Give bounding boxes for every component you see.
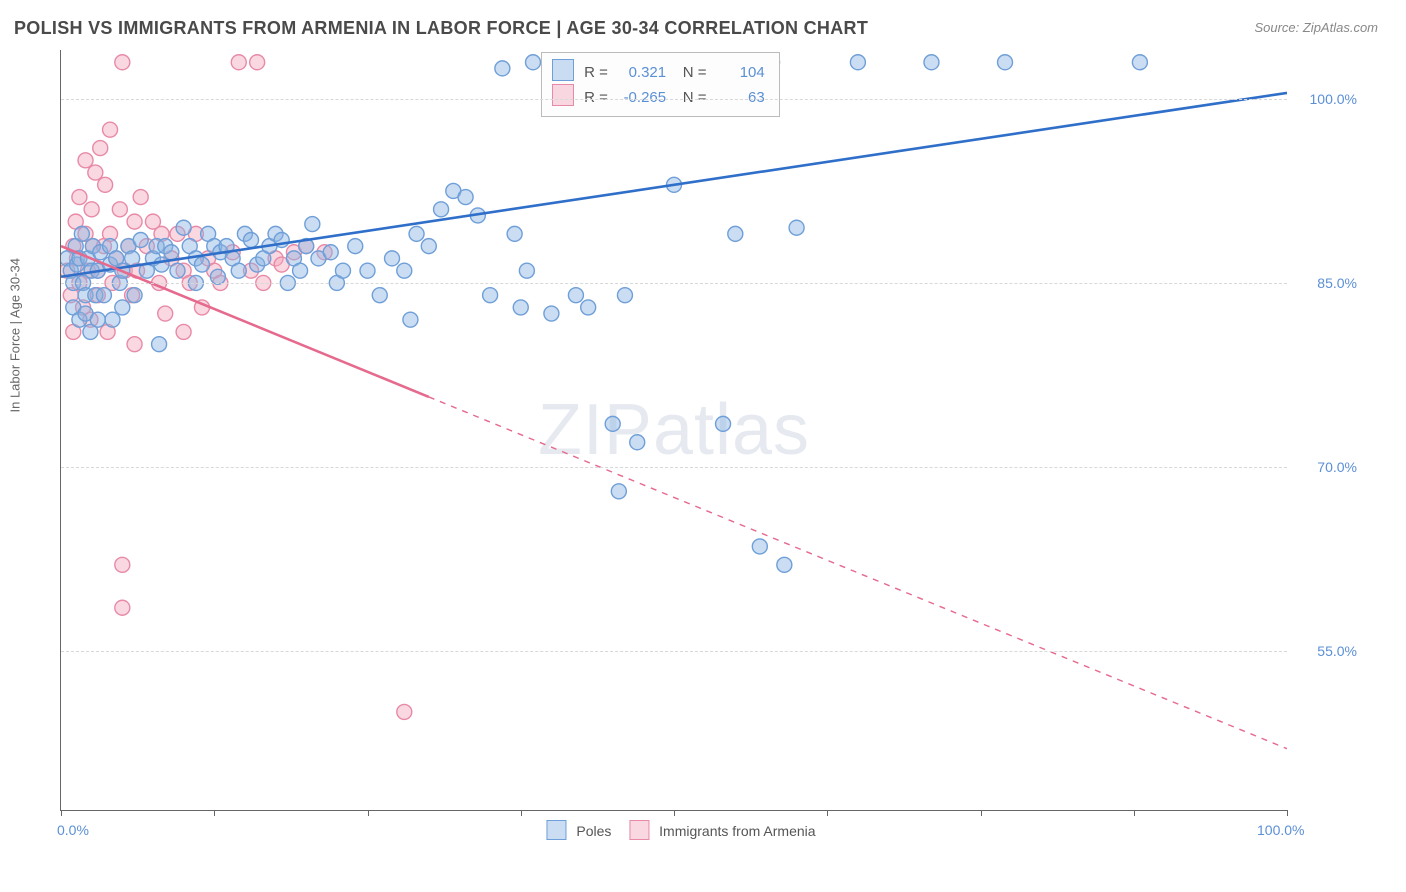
x-tick-label: 100.0%	[1257, 822, 1304, 838]
r-label-1: R =	[584, 89, 608, 106]
x-tick	[1134, 810, 1135, 816]
legend-swatch-armenia	[552, 84, 574, 106]
x-tick-label: 0.0%	[57, 822, 89, 838]
plot-svg	[61, 50, 1287, 810]
x-tick	[521, 810, 522, 816]
x-tick	[827, 810, 828, 816]
x-tick	[214, 810, 215, 816]
r-label-0: R =	[584, 64, 608, 81]
r-value-0: 0.321	[612, 61, 666, 84]
gridline-h	[61, 651, 1287, 652]
y-tick-label: 70.0%	[1317, 459, 1357, 475]
x-tick	[981, 810, 982, 816]
n-value-0: 104	[711, 61, 765, 84]
x-tick	[1287, 810, 1288, 816]
bottom-label-poles: Poles	[576, 823, 611, 839]
x-tick	[368, 810, 369, 816]
r-value-1: -0.265	[612, 86, 666, 109]
y-tick-label: 100.0%	[1310, 91, 1357, 107]
bottom-swatch-poles	[546, 820, 566, 840]
y-tick-label: 55.0%	[1317, 643, 1357, 659]
chart-title: POLISH VS IMMIGRANTS FROM ARMENIA IN LAB…	[14, 18, 868, 39]
n-label-0: N =	[683, 64, 707, 81]
bottom-legend: Poles Immigrants from Armenia	[532, 820, 815, 840]
legend-swatch-poles	[552, 59, 574, 81]
n-value-1: 63	[711, 86, 765, 109]
stats-row-poles: R = 0.321 N = 104	[552, 59, 765, 84]
plot-area: ZIPatlas R = 0.321 N = 104 R = -0.265 N …	[60, 50, 1287, 811]
bottom-label-armenia: Immigrants from Armenia	[659, 823, 815, 839]
x-tick	[61, 810, 62, 816]
plot-container: ZIPatlas R = 0.321 N = 104 R = -0.265 N …	[60, 50, 1380, 840]
y-tick-label: 85.0%	[1317, 275, 1357, 291]
gridline-h	[61, 283, 1287, 284]
y-axis-label: In Labor Force | Age 30-34	[8, 258, 23, 412]
stats-row-armenia: R = -0.265 N = 63	[552, 84, 765, 109]
bottom-swatch-armenia	[629, 820, 649, 840]
gridline-h	[61, 467, 1287, 468]
source-label: Source: ZipAtlas.com	[1254, 20, 1378, 35]
x-tick	[674, 810, 675, 816]
n-label-1: N =	[683, 89, 707, 106]
stats-legend: R = 0.321 N = 104 R = -0.265 N = 63	[541, 52, 780, 117]
gridline-h	[61, 99, 1287, 100]
